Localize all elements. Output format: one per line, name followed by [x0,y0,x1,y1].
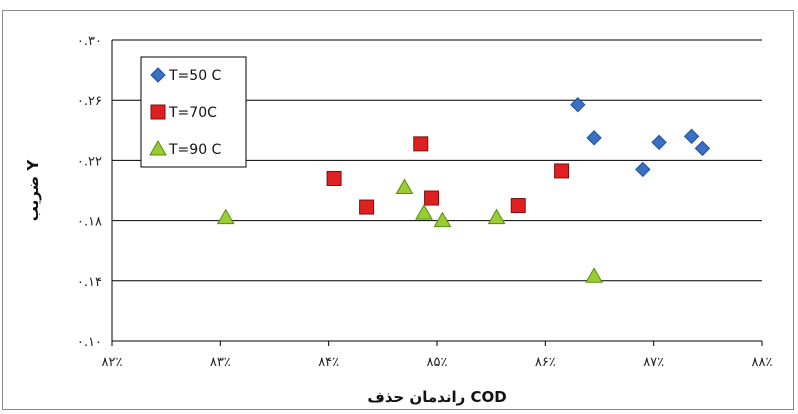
data-point-diamond-2 [635,161,651,178]
x-tick-label: ۸۶٪ [535,355,556,370]
data-point-diamond-5 [694,140,711,157]
y-tick-label: ۰.۱۰ [77,335,102,350]
data-point-triangle-4 [487,208,506,225]
x-tick-label: ۸۷٪ [643,355,664,370]
x-tick-label: ۸۲٪ [102,355,123,370]
data-point-square-3 [424,190,440,206]
data-point-triangle-3 [433,211,452,228]
data-point-diamond-4 [683,128,700,145]
legend-label: T=70C [168,105,217,121]
legend-marker-triangle [149,139,167,156]
y-tick-label: ۰.۱۸ [77,215,102,230]
data-point-triangle-0 [216,208,235,225]
data-point-diamond-3 [651,134,667,151]
legend-marker-square [150,104,166,120]
data-point-square-2 [413,136,429,152]
data-point-square-5 [554,163,570,179]
x-tick-label: ۸۸٪ [752,355,773,370]
legend-label: T=90 C [168,142,222,158]
data-point-square-0 [326,170,342,186]
legend-marker-diamond [150,67,166,83]
data-point-square-1 [359,199,375,215]
legend-label: T=50 C [168,68,222,84]
y-tick-label: ۰.۲۶ [77,94,102,109]
data-point-triangle-1 [395,178,414,194]
y-tick-label: ۰.۳۰ [77,34,102,49]
data-point-triangle-2 [415,204,433,220]
y-tick-label: ۰.۲۲ [77,154,102,169]
x-axis-title: راندمان حذف COD [367,388,506,406]
x-tick-label: ۸۴٪ [318,355,339,370]
y-axis-title: ضریب Y [24,159,42,222]
data-point-diamond-0 [570,97,586,113]
x-tick-label: ۸۳٪ [210,355,231,370]
data-point-diamond-1 [586,130,602,146]
x-tick-label: ۸۵٪ [427,355,448,370]
y-tick-label: ۰.۱۴ [77,275,102,290]
data-point-triangle-5 [585,267,603,283]
data-point-square-4 [510,198,526,214]
